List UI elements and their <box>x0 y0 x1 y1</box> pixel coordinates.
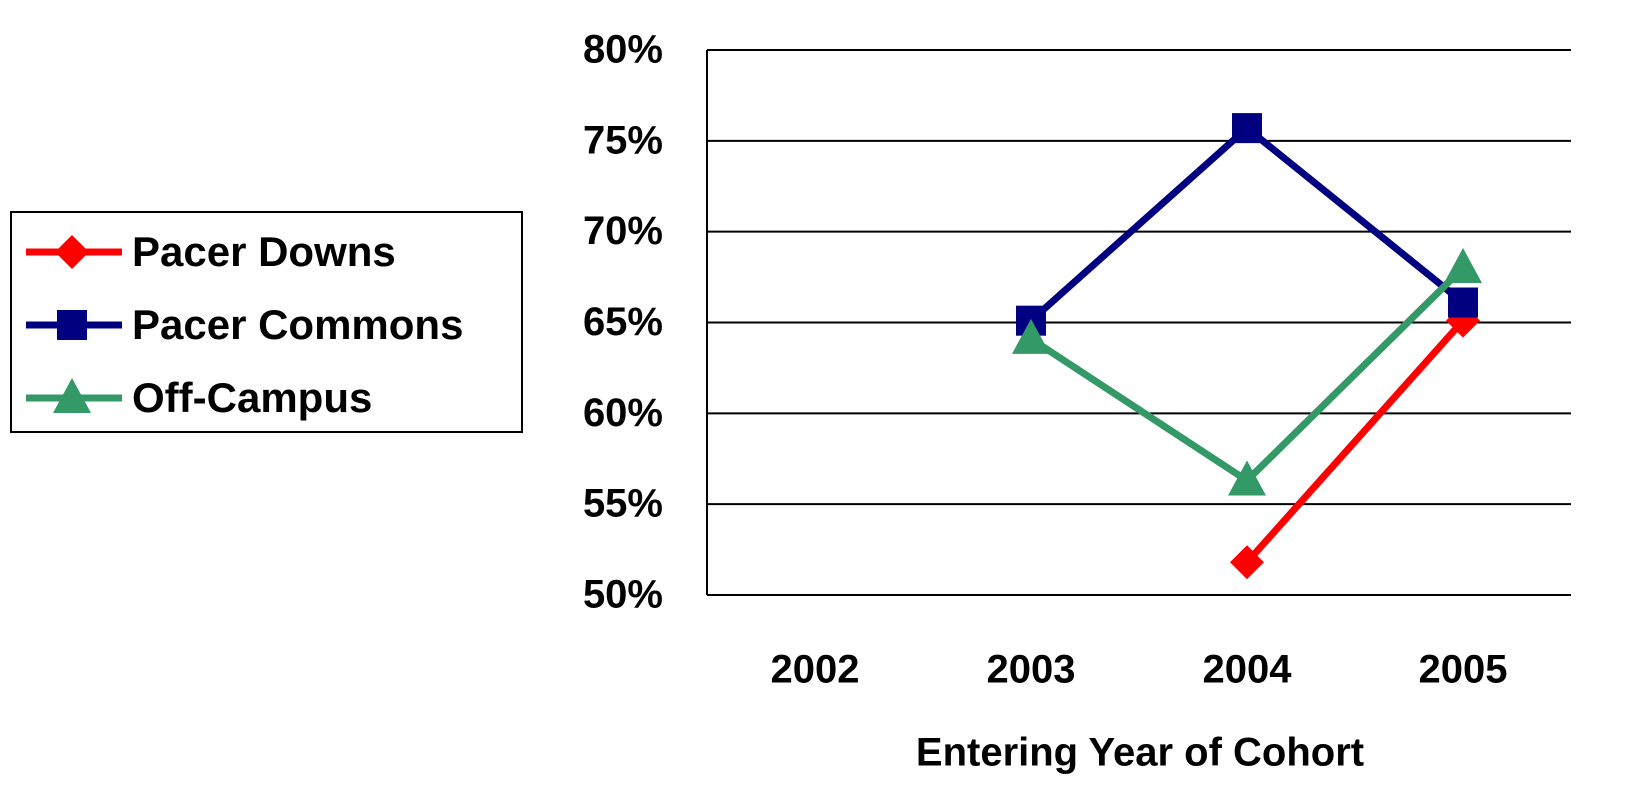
x-tick-label: 2004 <box>1203 648 1293 692</box>
x-tick-label: 2005 <box>1419 648 1508 692</box>
x-tick-label: 2002 <box>771 648 860 692</box>
marker <box>1228 460 1266 496</box>
legend-label: Pacer Commons <box>132 301 463 348</box>
x-tick-label: 2003 <box>987 648 1076 692</box>
legend-label: Off-Campus <box>132 374 372 421</box>
series-line <box>1028 123 1466 324</box>
y-tick-label: 75% <box>583 118 663 162</box>
marker <box>55 235 89 269</box>
y-tick-label: 65% <box>583 300 663 344</box>
y-tick-label: 55% <box>583 482 663 526</box>
x-axis-title: Entering Year of Cohort <box>916 731 1364 775</box>
marker <box>53 378 91 413</box>
marker <box>1012 318 1050 354</box>
y-tick-label: 60% <box>583 391 663 435</box>
series-line <box>1244 318 1466 565</box>
marker <box>1448 287 1478 318</box>
legend: Pacer Downs Pacer Commons Off-Campus <box>10 211 523 433</box>
y-tick-label: 70% <box>583 209 663 253</box>
legend-label: Pacer Downs <box>132 228 396 275</box>
marker <box>1230 545 1264 580</box>
marker <box>57 310 87 340</box>
series-line <box>1029 265 1466 486</box>
y-tick-label: 50% <box>583 573 663 617</box>
y-tick-label: 80% <box>583 28 663 72</box>
marker <box>1444 248 1482 283</box>
marker <box>1232 113 1262 144</box>
